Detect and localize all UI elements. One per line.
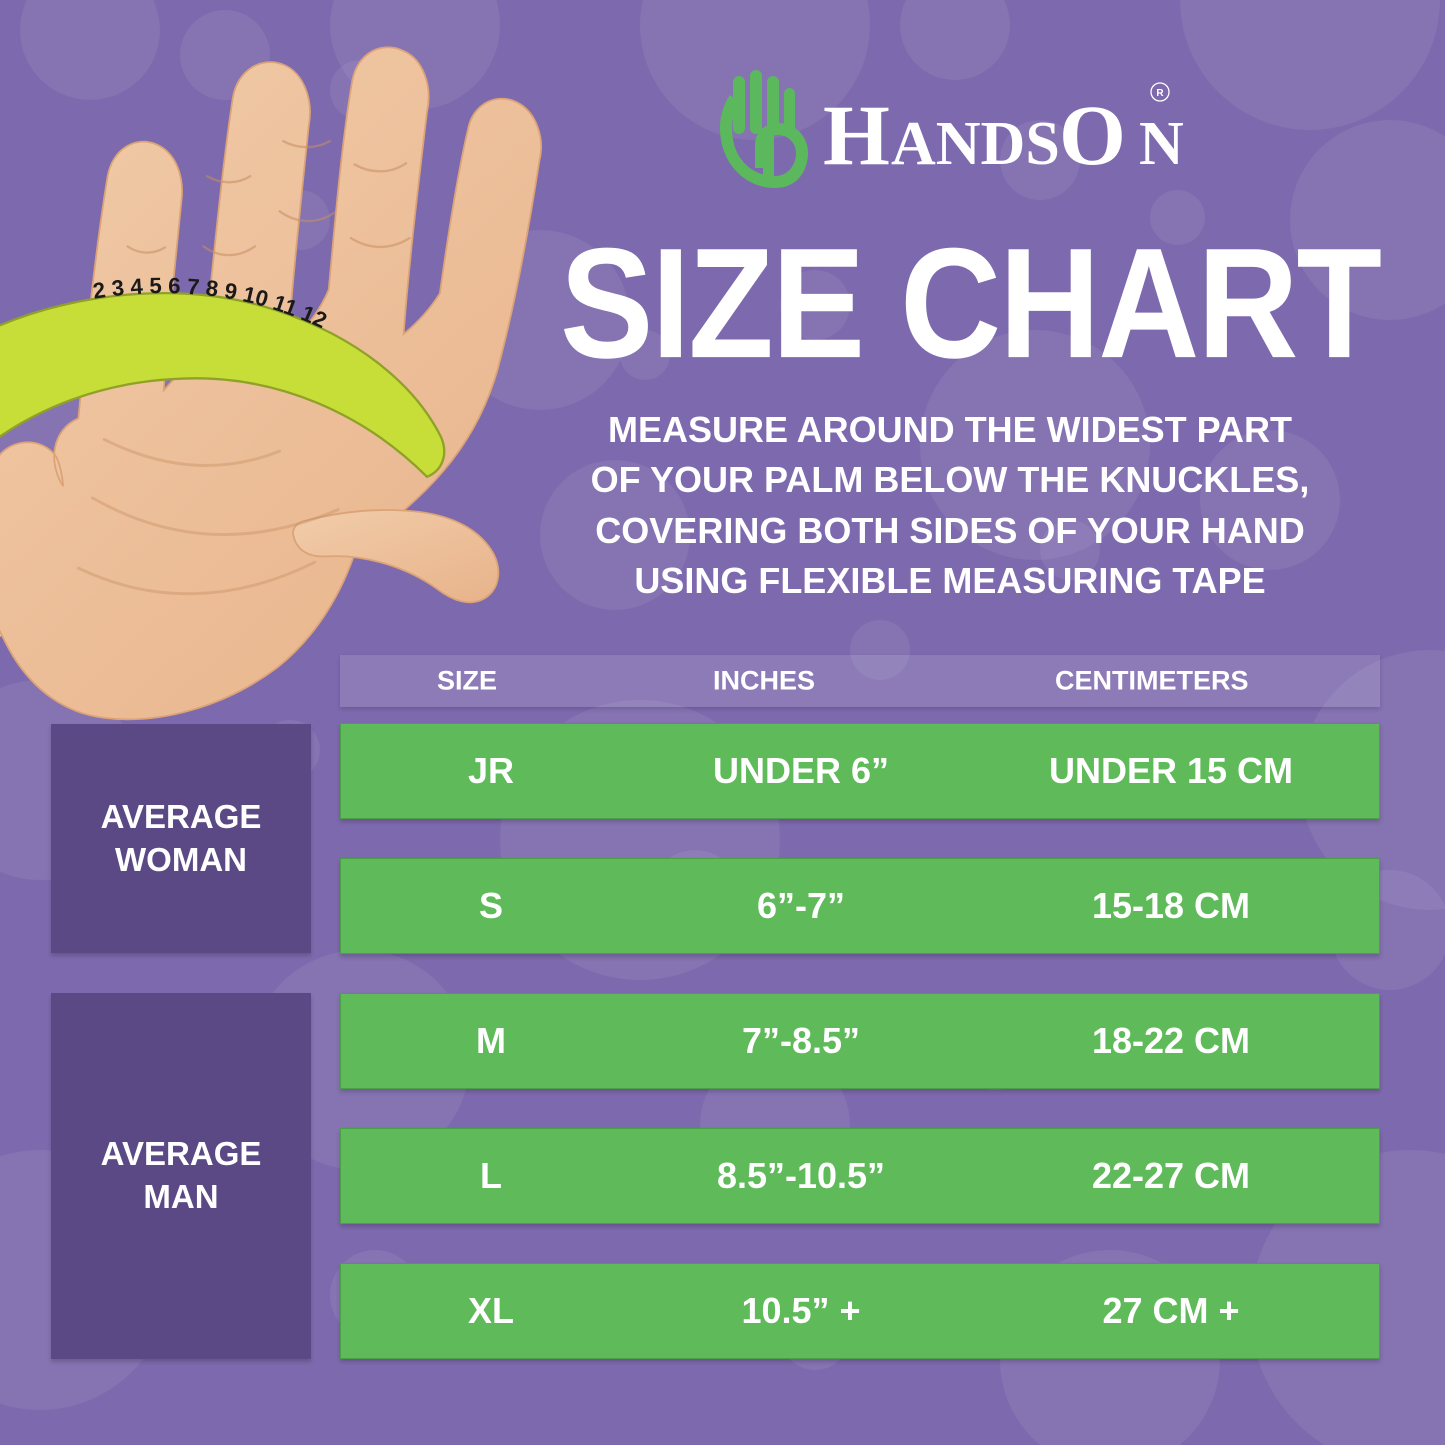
svg-text:ANDS: ANDS: [891, 110, 1060, 178]
svg-text:N: N: [1139, 110, 1184, 178]
svg-text:H: H: [823, 87, 890, 183]
svg-text:O: O: [1059, 87, 1126, 183]
svg-text:R: R: [1156, 88, 1164, 99]
